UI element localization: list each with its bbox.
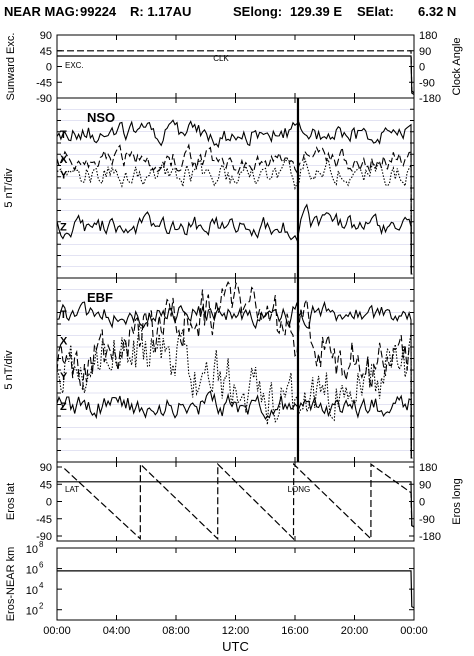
eros-position-right-tick-2: 0 [419,497,425,509]
nso-series-label-t: T [60,129,67,141]
ebf-series-label-z: Z [60,401,67,413]
orientation-left-tick-1: 45 [40,46,52,58]
nso-title: NSO [87,110,115,125]
orientation-left-tick-4: -90 [36,93,52,105]
orientation-series-label-clk: CLK [213,54,229,63]
orientation-right-tick-2: 0 [419,62,425,74]
nso-series-z [56,203,413,275]
ebf-ylabel: 5 nT/div [3,350,15,390]
eros-position-left-tick-1: 45 [40,479,52,491]
distance-ytick-exponent-2: 4 [39,581,44,590]
distance-ytick-exponent-3: 2 [39,602,44,611]
orientation-right-tick-4: -180 [419,93,441,105]
eros-position-left-tick-3: -45 [36,514,52,526]
ebf-title: EBF [87,290,113,305]
orientation-frame [56,34,415,99]
ebf-series-label-y: Y [60,371,68,383]
eros-position-ylabel-right: Eros long [451,478,463,524]
eros-position-ylabel-left: Eros lat [5,483,17,520]
x-axis-label: UTC [222,639,249,654]
nso-series-label-x: X [60,154,68,166]
eros-position-series-label-long: LONG [288,485,311,494]
header-selat-value: 6.32 N [418,4,456,19]
nso-series-t [56,119,413,275]
header-doy: 99224 [80,4,117,19]
distance-frame [56,547,415,621]
eros-position-series-lat [57,481,415,528]
ebf-series-label-t: T [60,309,67,321]
ebf-series-z [56,390,413,459]
orientation-ylabel-left: Sunward Exc. [5,33,17,101]
orientation-right-tick-1: 90 [419,46,431,58]
orientation-series-label-exc: EXC. [65,61,84,70]
eros-position-right-tick-4: -180 [419,531,441,543]
orientation-right-tick-3: -90 [419,77,435,89]
x-tick-label-0: 00:00 [43,625,71,637]
eros-position-right-tick-0: 180 [419,462,437,474]
ebf-series-label-x: X [60,335,68,347]
distance-series [57,570,415,609]
header-mission: NEAR MAG: [4,4,79,19]
orientation-right-tick-0: 180 [419,30,437,42]
x-tick-label-6: 00:00 [400,625,428,637]
eros-position-series-long [63,462,415,541]
nso-series-label-z: Z [60,221,67,233]
orientation-series-clk [57,50,415,94]
ebf-series-x [56,281,413,459]
x-tick-label-2: 08:00 [162,625,190,637]
eros-position-left-tick-0: 90 [40,462,52,474]
header-selong: SElong: [233,4,282,19]
ebf-series-y [56,324,413,459]
x-tick-label-5: 20:00 [341,625,369,637]
x-tick-label-3: 12:00 [222,625,250,637]
x-tick-label-1: 04:00 [103,625,131,637]
ebf-series-t [56,300,413,459]
distance-ytick-base-1: 10 [26,565,38,577]
header-selat: SElat: [357,4,394,19]
orientation-left-tick-3: -45 [36,77,52,89]
distance-ytick-base-0: 10 [26,544,38,556]
eros-position-left-tick-2: 0 [46,497,52,509]
distance-ytick-base-2: 10 [26,585,38,597]
header-r: R: 1.17AU [130,4,191,19]
nso-ylabel: 5 nT/div [3,168,15,208]
eros-position-right-tick-1: 90 [419,479,431,491]
eros-position-series-label-lat: LAT [65,485,79,494]
eros-position-left-tick-4: -90 [36,531,52,543]
distance-ytick-exponent-0: 8 [39,540,44,549]
nso-series-x [56,143,413,275]
distance-ytick-exponent-1: 6 [39,561,44,570]
x-tick-label-4: 16:00 [281,625,309,637]
nso-series-y [56,156,413,275]
nso-series-label-y: Y [60,170,68,182]
orientation-series-exc [57,55,415,96]
orientation-ylabel-right: Clock Angle [451,37,463,95]
eros-position-right-tick-3: -90 [419,514,435,526]
distance-ytick-base-3: 10 [26,606,38,618]
orientation-left-tick-0: 90 [40,30,52,42]
distance-ylabel: Eros-NEAR km [5,547,17,622]
header-selong-value: 129.39 E [290,4,342,19]
orientation-left-tick-2: 0 [46,62,52,74]
